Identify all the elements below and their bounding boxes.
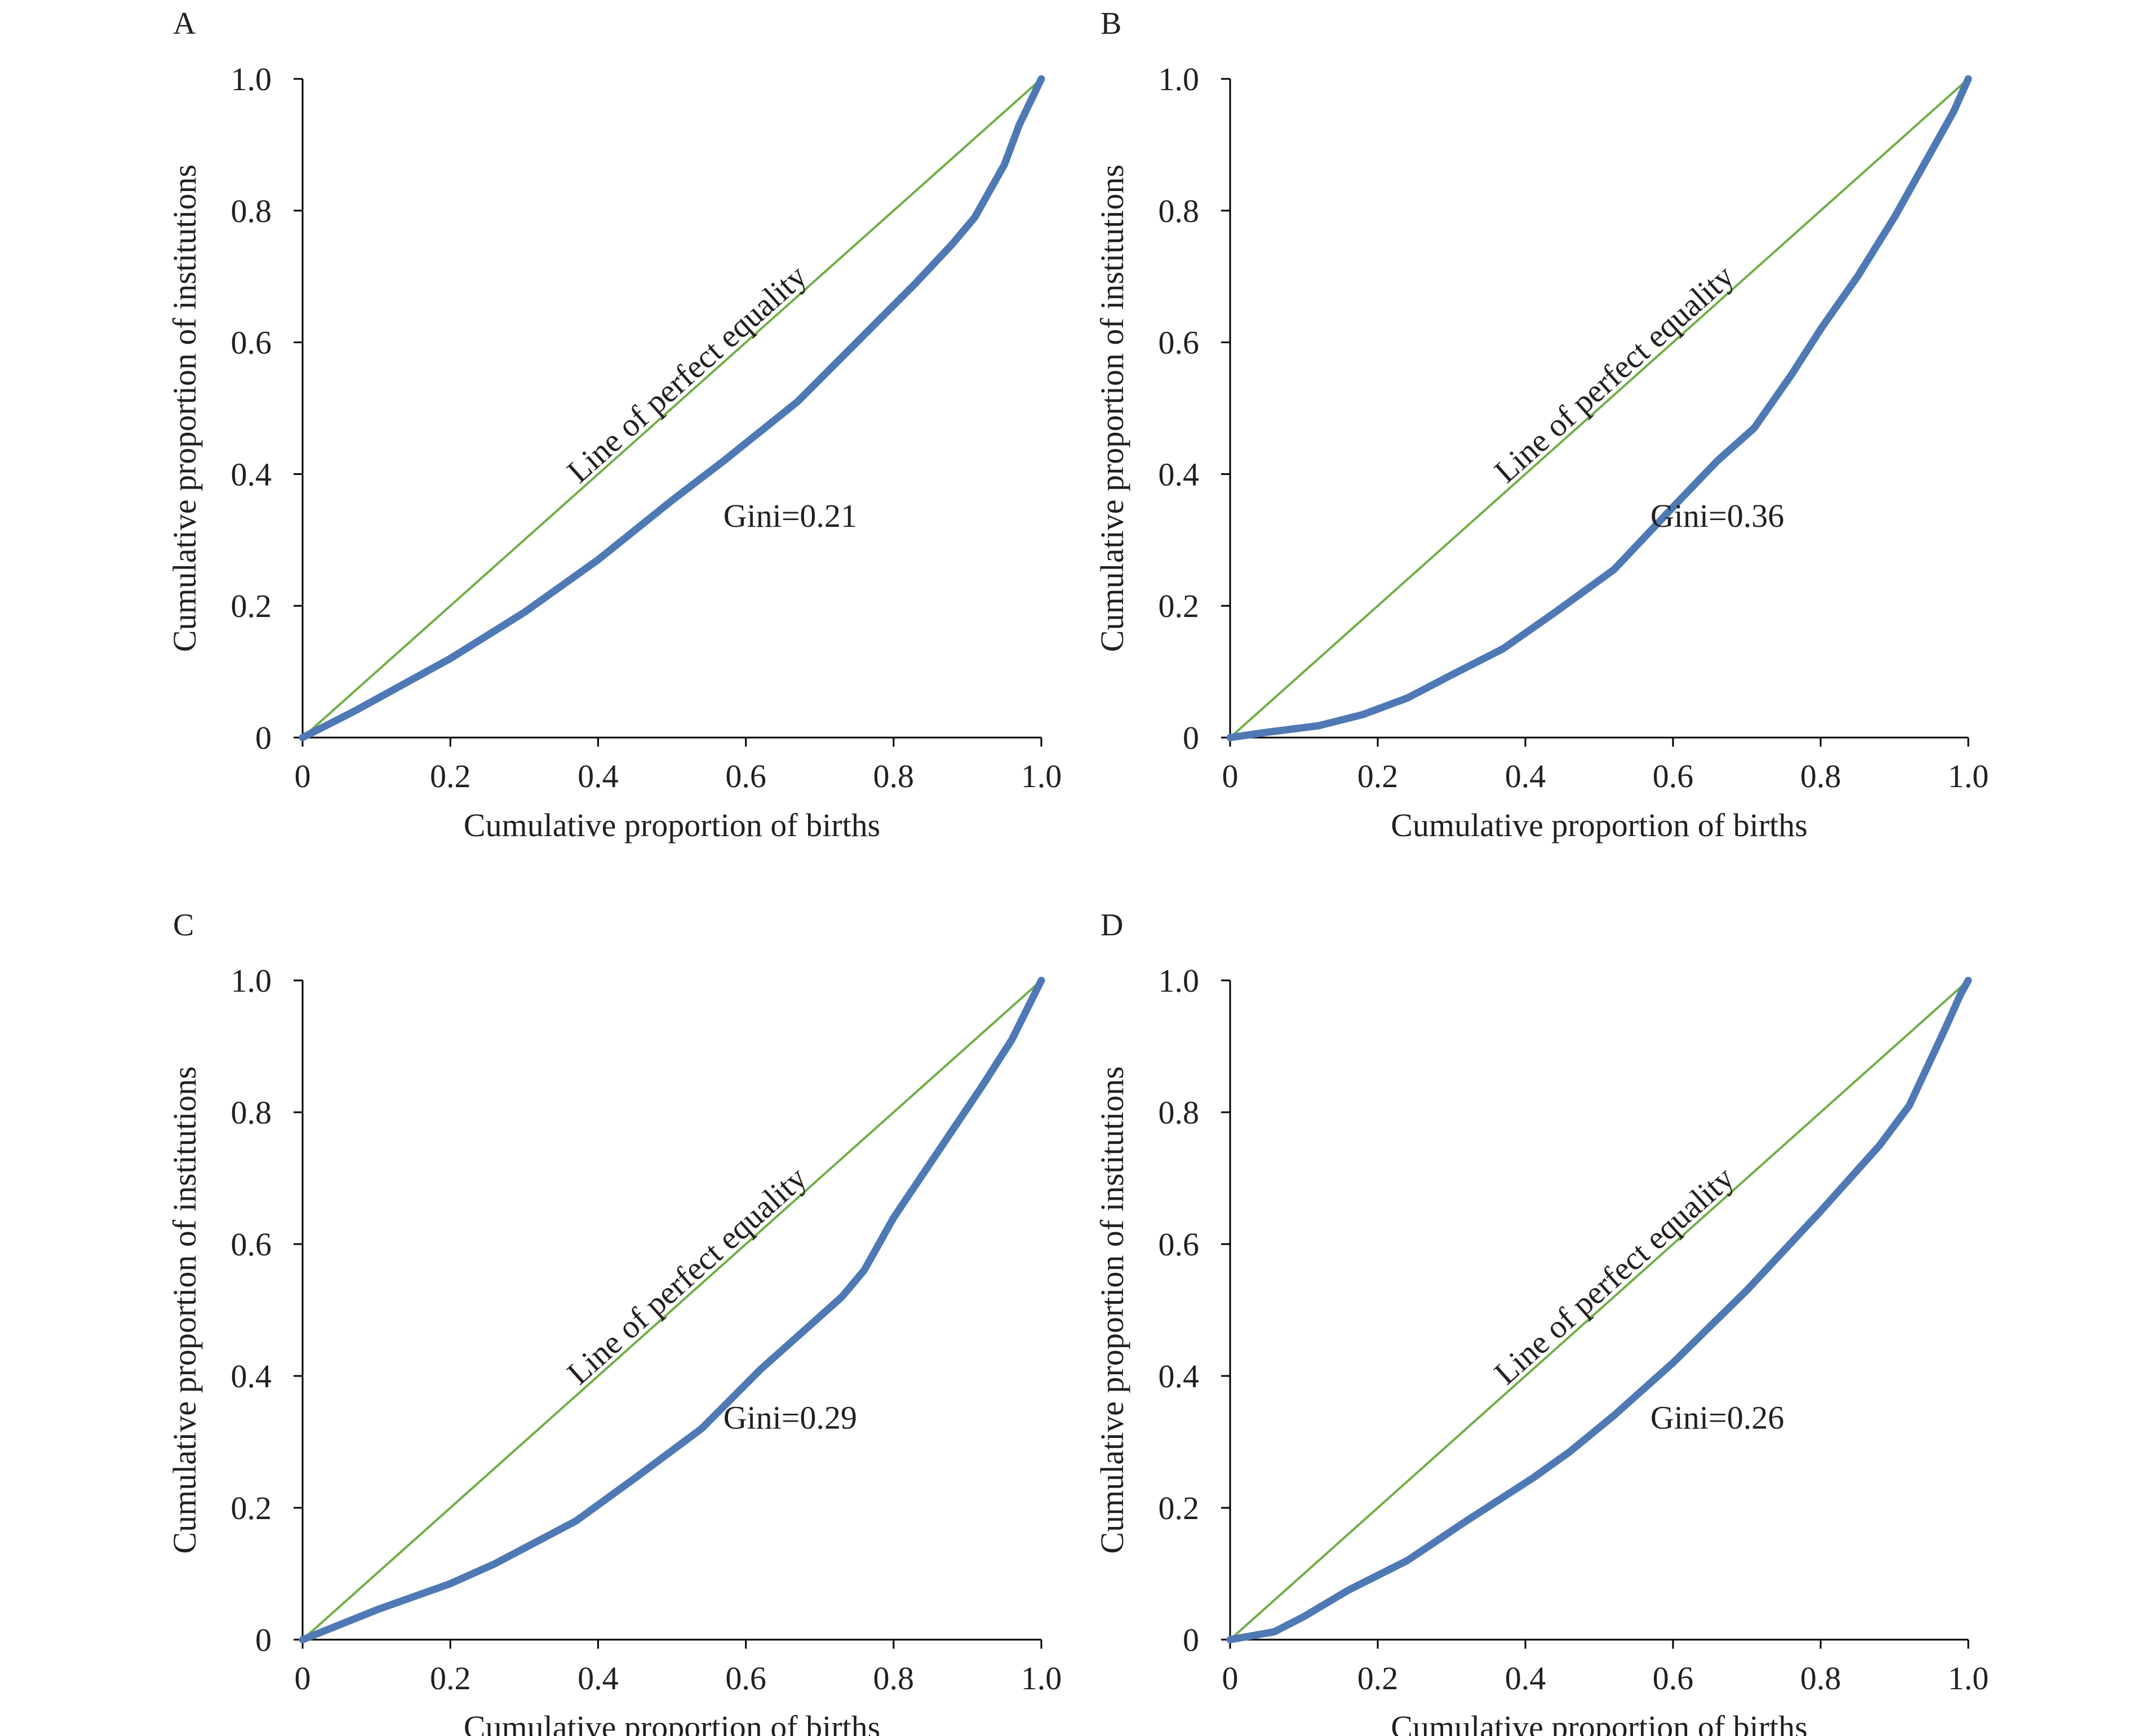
panel-b-y-tick-label: 0.8: [1159, 193, 1200, 229]
panel-b-y-tick-label: 1.0: [1159, 61, 1200, 97]
panel-b-x-tick-label: 1.0: [1948, 758, 1989, 794]
panel-b-equality-label: Line of perfect equality: [1487, 257, 1741, 490]
panel-a-x-tick-label: 0: [295, 758, 311, 794]
panel-b-x-tick-label: 0.4: [1505, 758, 1546, 794]
panel-b-x-tick-label: 0.2: [1357, 758, 1399, 794]
panel-b-x-tick-label: 0.6: [1653, 758, 1694, 794]
panel-b-y-tick-label: 0.6: [1159, 325, 1200, 361]
panel-b-x-tick-label: 0: [1222, 758, 1239, 794]
panel-c-y-tick-label: 1.0: [231, 962, 272, 999]
panel-a-y-tick-label: 1.0: [231, 61, 272, 97]
panel-c-x-tick-label: 0.2: [430, 1660, 471, 1697]
panel-d-y-tick-label: 0.2: [1159, 1490, 1200, 1526]
panel-d-label: D: [1100, 908, 1123, 943]
panel-b-y-tick-label: 0: [1183, 720, 1199, 756]
panel-c-y-tick-label: 0.6: [231, 1226, 272, 1263]
panel-d-y-tick-label: 0.8: [1159, 1094, 1200, 1131]
panel-c-lorenz-curve: [299, 976, 1045, 1644]
panel-c-label: C: [173, 908, 194, 943]
panel-b: B 0 0.2 0.4 0.6 0.8 1.0 0 0.2 0.4 0.6 0.8 1.0 Cumulat…: [1094, 6, 1989, 843]
panel-a: A 0 0.2 0.4 0.6 0.8 1.0 0 0.2 0.4 0.6 0.8 1.0 Cumulat…: [166, 6, 1062, 843]
panel-d: D 0 0.2 0.4 0.6 0.8 1.0 0 0.2 0.4 0.6 0.8 1.0 Cumulat…: [1094, 908, 1989, 1736]
panel-c-x-tick-label: 0.4: [578, 1660, 619, 1697]
panel-c-gini-label: Gini=0.29: [724, 1400, 857, 1436]
panel-a-x-tick-label: 0.6: [725, 758, 766, 794]
panel-d-lorenz-curve: [1226, 976, 1972, 1644]
panel-a-x-tick-label: 0.8: [873, 758, 915, 794]
panel-a-y-tick-label: 0.8: [231, 193, 272, 229]
panel-b-lorenz-curve: [1226, 75, 1972, 742]
panel-d-x-tick-label: 0.6: [1653, 1660, 1694, 1697]
panel-d-gini-label: Gini=0.26: [1650, 1400, 1784, 1436]
panel-a-label: A: [173, 6, 196, 41]
panel-a-lorenz-curve: [299, 75, 1045, 742]
panel-a-y-axis-title: Cumulative proportion of institutions: [166, 165, 203, 652]
panel-d-equality-label: Line of perfect equality: [1487, 1160, 1741, 1392]
panel-a-equality-label: Line of perfect equality: [560, 257, 814, 490]
panel-b-x-axis-title: Cumulative proportion of births: [1391, 807, 1807, 843]
panel-a-y-tick-label: 0.6: [231, 325, 272, 361]
panel-b-y-axis-title: Cumulative proportion of institutions: [1094, 165, 1130, 652]
panel-d-x-tick-label: 0.2: [1357, 1660, 1399, 1697]
panel-d-x-tick-label: 0: [1222, 1660, 1239, 1697]
panel-a-x-tick-label: 0.2: [430, 758, 471, 794]
panel-d-y-tick-label: 0: [1183, 1622, 1199, 1658]
panel-d-x-tick-label: 1.0: [1948, 1660, 1989, 1697]
panel-a-x-tick-label: 0.4: [578, 758, 619, 794]
panel-d-equality-line: [1229, 979, 1969, 1641]
panel-c-x-tick-label: 0: [295, 1660, 311, 1697]
panel-a-gini-label: Gini=0.21: [724, 498, 857, 534]
panel-b-equality-line: [1229, 78, 1969, 739]
panel-b-label: B: [1100, 6, 1121, 41]
panel-a-x-axis-title: Cumulative proportion of births: [464, 807, 880, 843]
panel-a-y-tick-label: 0.2: [231, 588, 272, 624]
panel-c-y-axis-title: Cumulative proportion of institutions: [166, 1066, 203, 1553]
panel-b-x-tick-label: 0.8: [1800, 758, 1841, 794]
panel-c-y-tick-label: 0: [255, 1622, 272, 1658]
panel-a-equality-line: [301, 78, 1042, 739]
panel-d-y-tick-label: 0.6: [1159, 1226, 1200, 1263]
panel-d-x-tick-label: 0.4: [1505, 1660, 1546, 1697]
panel-c-x-axis-title: Cumulative proportion of births: [464, 1709, 880, 1736]
panel-d-x-axis-title: Cumulative proportion of births: [1391, 1709, 1807, 1736]
panel-d-y-tick-label: 0.4: [1159, 1358, 1200, 1395]
panel-a-y-tick-label: 0: [255, 720, 272, 756]
panel-d-y-axis-title: Cumulative proportion of institutions: [1094, 1066, 1130, 1553]
panel-c: C 0 0.2 0.4 0.6 0.8 1.0 0 0.2 0.4 0.6 0.8 1.0 Cumulat…: [166, 908, 1062, 1736]
panel-a-x-tick-label: 1.0: [1021, 758, 1062, 794]
panel-b-y-tick-label: 0.2: [1159, 588, 1200, 624]
panel-d-x-tick-label: 0.8: [1800, 1660, 1841, 1697]
panel-c-x-tick-label: 0.6: [725, 1660, 766, 1697]
panel-c-x-tick-label: 1.0: [1021, 1660, 1062, 1697]
panel-c-y-tick-label: 0.2: [231, 1490, 272, 1526]
panel-b-gini-label: Gini=0.36: [1650, 498, 1784, 534]
panel-a-y-tick-label: 0.4: [231, 456, 272, 492]
panel-d-y-tick-label: 1.0: [1159, 962, 1200, 999]
panel-c-equality-line: [301, 979, 1042, 1641]
panel-c-y-tick-label: 0.4: [231, 1358, 272, 1395]
panel-c-x-tick-label: 0.8: [873, 1660, 915, 1697]
panel-b-y-tick-label: 0.4: [1159, 456, 1200, 492]
panel-c-y-tick-label: 0.8: [231, 1094, 272, 1131]
